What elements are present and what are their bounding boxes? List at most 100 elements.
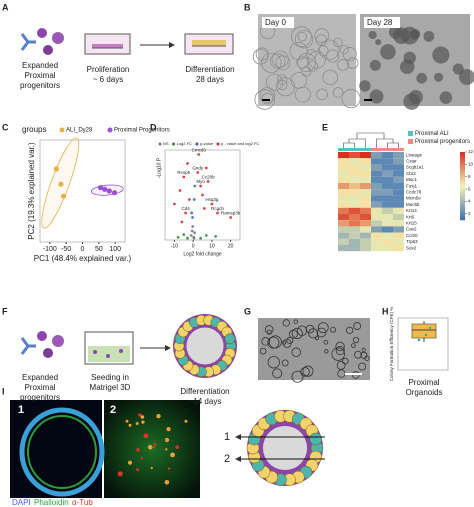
heat-cell bbox=[338, 176, 349, 183]
colorbar-segment bbox=[460, 156, 465, 160]
heat-cell bbox=[360, 158, 371, 165]
micrograph bbox=[104, 400, 200, 498]
colorbar-segment bbox=[460, 154, 465, 157]
colorbar-segment bbox=[460, 161, 465, 164]
stain-label: DAPI bbox=[12, 498, 31, 507]
heat-cell bbox=[382, 183, 393, 190]
heat-cell bbox=[371, 158, 382, 165]
legend-title: groups bbox=[22, 125, 46, 134]
heat-cell bbox=[360, 214, 371, 221]
heat-cell bbox=[349, 245, 360, 252]
column-annotation bbox=[349, 148, 360, 151]
organoid-blob bbox=[291, 347, 301, 358]
row-label: Krt5 bbox=[406, 214, 415, 219]
organoid-blob bbox=[308, 328, 319, 339]
stain-dot bbox=[167, 467, 171, 470]
organoid-blob bbox=[389, 25, 403, 39]
heat-cell bbox=[371, 226, 382, 233]
colorbar-segment bbox=[460, 179, 465, 182]
caption: progenitors bbox=[20, 393, 60, 402]
axis-title: PC2 (19.3% explained var.) bbox=[27, 142, 36, 240]
point bbox=[192, 198, 196, 201]
cell-outline bbox=[346, 57, 359, 69]
legend-swatch bbox=[172, 142, 176, 146]
point bbox=[193, 231, 197, 235]
organoid-blob bbox=[266, 329, 272, 335]
legend-swatch bbox=[59, 127, 65, 133]
legend-label: p-value bbox=[200, 141, 214, 146]
colorbar-segment bbox=[460, 217, 465, 221]
cell bbox=[224, 333, 236, 345]
panel-label: A bbox=[2, 2, 9, 12]
point bbox=[201, 193, 204, 197]
caption: Expanded bbox=[22, 373, 58, 382]
heat-cell bbox=[349, 164, 360, 171]
colorbar-segment bbox=[460, 195, 465, 198]
cell-outline bbox=[261, 52, 282, 74]
heat-cell bbox=[360, 220, 371, 227]
heat-cell bbox=[371, 176, 382, 183]
axis-title: Organoids bbox=[406, 388, 443, 397]
stain-dot bbox=[170, 452, 175, 458]
cell-outline bbox=[307, 60, 319, 72]
colorbar-segment bbox=[460, 181, 465, 185]
arrow-label: 1 bbox=[224, 431, 230, 443]
image-label: Day 0 bbox=[265, 18, 286, 27]
panel-label: D bbox=[150, 122, 157, 132]
point bbox=[189, 234, 193, 237]
cell-outline bbox=[332, 87, 344, 98]
organoid-blob bbox=[433, 72, 444, 82]
caption: ~14 days bbox=[189, 397, 222, 406]
heat-cell bbox=[360, 226, 371, 233]
cell-outline bbox=[255, 47, 269, 61]
caption: Matrigel 3D bbox=[90, 383, 131, 392]
heat-cell bbox=[382, 220, 393, 227]
image-label: 2 bbox=[110, 404, 116, 416]
point bbox=[199, 236, 203, 240]
colorbar-segment bbox=[460, 204, 465, 207]
heat-cell bbox=[349, 201, 360, 208]
heat-cell bbox=[382, 232, 393, 239]
row-label: Lineage bbox=[406, 152, 423, 157]
point bbox=[197, 153, 201, 156]
organoid-blob bbox=[291, 327, 303, 340]
heat-cell bbox=[349, 232, 360, 239]
colorbar-segment bbox=[460, 158, 465, 162]
organoid-blob bbox=[331, 347, 345, 361]
colorbar-segment bbox=[460, 208, 465, 212]
axis-title: -Log10 P bbox=[156, 157, 162, 178]
heat-cell bbox=[393, 152, 404, 159]
stain-label: Phalloidin bbox=[34, 498, 69, 507]
heat-cell bbox=[360, 245, 371, 252]
heat-cell bbox=[338, 220, 349, 227]
colorbar-label: 10 bbox=[468, 162, 474, 167]
cell-outline bbox=[294, 30, 314, 49]
stain-dot bbox=[156, 413, 161, 419]
colorbar-segment bbox=[460, 186, 465, 189]
stain-dot bbox=[150, 466, 153, 470]
colorbar-segment bbox=[460, 152, 465, 155]
colorbar-segment bbox=[460, 174, 465, 178]
cell-outline bbox=[291, 26, 312, 47]
cell-outline bbox=[333, 37, 343, 48]
point bbox=[178, 189, 182, 192]
point bbox=[193, 184, 197, 188]
organoid-blob bbox=[272, 368, 283, 379]
heat-cell bbox=[393, 189, 404, 196]
organoid-blob bbox=[305, 324, 315, 334]
cell-outline bbox=[341, 89, 361, 109]
cell-outline bbox=[319, 39, 340, 60]
heat-cell bbox=[371, 170, 382, 177]
caption: Proliferation bbox=[87, 65, 130, 74]
stain-dot bbox=[164, 479, 170, 485]
micrograph bbox=[258, 318, 370, 380]
point bbox=[190, 211, 194, 215]
colorbar-segment bbox=[460, 201, 465, 205]
heat-cell bbox=[338, 170, 349, 177]
caption: Expanded bbox=[22, 61, 58, 70]
lumen bbox=[186, 327, 224, 365]
point-label: Gndy bbox=[192, 166, 204, 171]
point bbox=[58, 181, 64, 187]
colorbar-label: 6 bbox=[468, 186, 471, 191]
caption: Seeding in bbox=[91, 373, 129, 382]
